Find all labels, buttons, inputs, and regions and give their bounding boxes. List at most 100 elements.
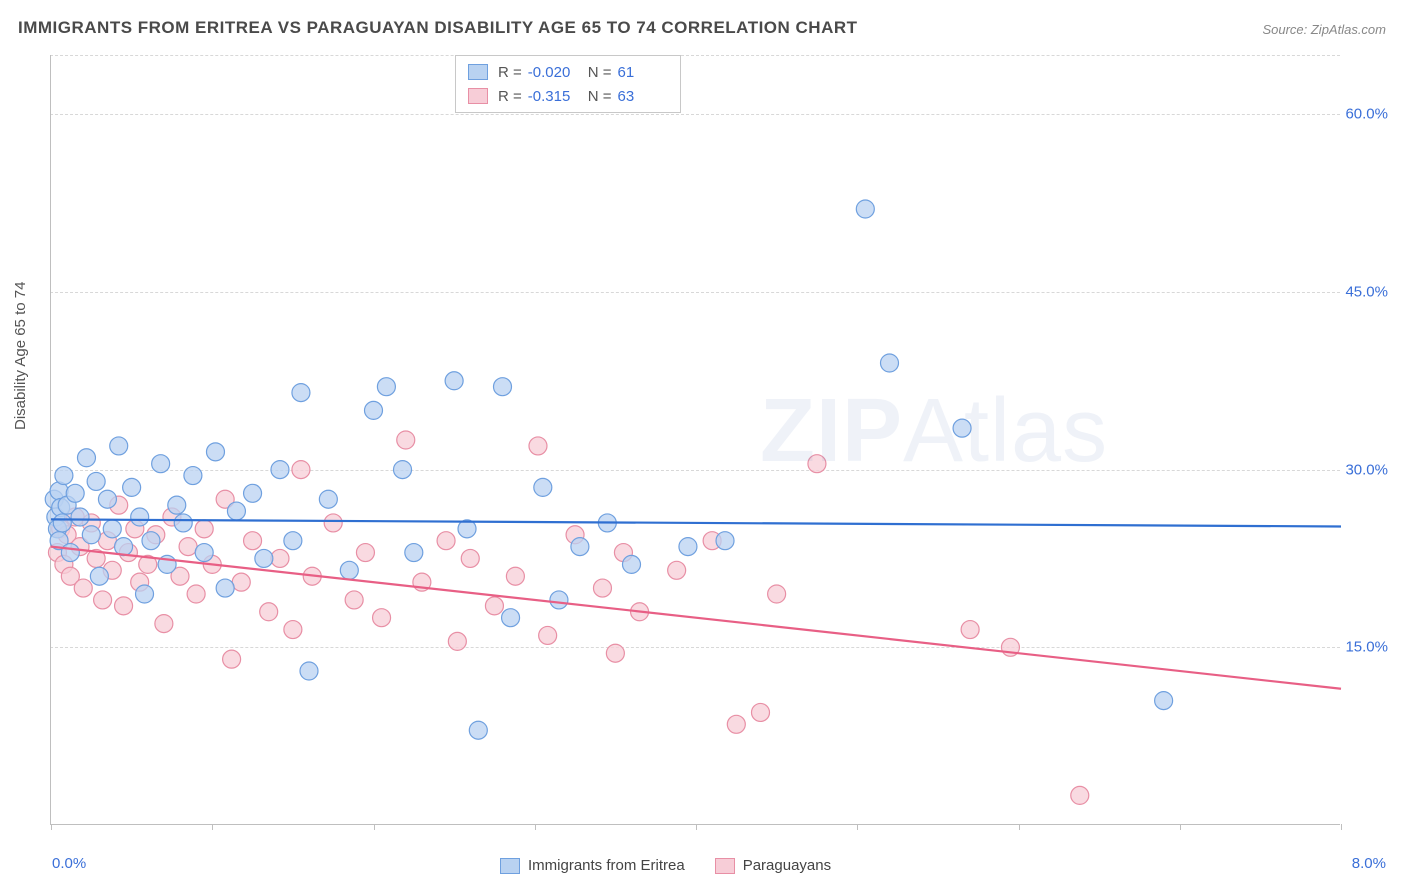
data-point xyxy=(292,384,310,402)
data-point xyxy=(244,484,262,502)
x-tick xyxy=(857,824,858,830)
legend-label-1: Paraguayans xyxy=(743,857,831,874)
data-point xyxy=(223,650,241,668)
data-point xyxy=(340,561,358,579)
legend-item-0: Immigrants from Eritrea xyxy=(500,857,685,874)
data-point xyxy=(227,502,245,520)
data-point xyxy=(539,626,557,644)
n-label: N = xyxy=(588,88,612,105)
data-point xyxy=(623,555,641,573)
x-tick xyxy=(1019,824,1020,830)
data-point xyxy=(71,508,89,526)
data-point xyxy=(365,401,383,419)
data-point xyxy=(445,372,463,390)
data-point xyxy=(593,579,611,597)
trend-line xyxy=(51,519,1341,526)
x-tick xyxy=(1341,824,1342,830)
stats-legend: R = -0.020 N = 61 R = -0.315 N = 63 xyxy=(455,55,681,113)
data-point xyxy=(87,472,105,490)
data-point xyxy=(529,437,547,455)
data-point xyxy=(284,532,302,550)
legend-label-0: Immigrants from Eritrea xyxy=(528,857,685,874)
y-axis-label: Disability Age 65 to 74 xyxy=(12,282,29,430)
data-point xyxy=(405,544,423,562)
data-point xyxy=(571,538,589,556)
data-point xyxy=(82,526,100,544)
scatter-svg xyxy=(51,55,1340,824)
x-tick xyxy=(1180,824,1181,830)
data-point xyxy=(53,514,71,532)
data-point xyxy=(110,437,128,455)
data-point xyxy=(373,609,391,627)
legend-item-1: Paraguayans xyxy=(715,857,831,874)
data-point xyxy=(292,461,310,479)
x-tick xyxy=(696,824,697,830)
data-point xyxy=(606,644,624,662)
y-tick-label: 30.0% xyxy=(1345,461,1388,478)
stats-row-series-0: R = -0.020 N = 61 xyxy=(468,60,668,84)
data-point xyxy=(115,597,133,615)
data-point xyxy=(502,609,520,627)
source-attribution: Source: ZipAtlas.com xyxy=(1262,22,1386,37)
x-tick xyxy=(51,824,52,830)
trend-line xyxy=(51,547,1341,689)
data-point xyxy=(131,508,149,526)
data-point xyxy=(168,496,186,514)
data-point xyxy=(668,561,686,579)
stats-row-series-1: R = -0.315 N = 63 xyxy=(468,84,668,108)
data-point xyxy=(98,490,116,508)
plot-area xyxy=(50,55,1340,825)
n-value-0: 61 xyxy=(618,64,668,81)
r-label: R = xyxy=(498,88,522,105)
y-tick-label: 15.0% xyxy=(1345,639,1388,656)
data-point xyxy=(136,585,154,603)
data-point xyxy=(437,532,455,550)
series-legend: Immigrants from Eritrea Paraguayans xyxy=(500,857,831,874)
swatch-series-1 xyxy=(468,88,488,104)
data-point xyxy=(716,532,734,550)
data-point xyxy=(66,484,84,502)
swatch-series-0 xyxy=(468,64,488,80)
data-point xyxy=(232,573,250,591)
x-tick xyxy=(212,824,213,830)
source-prefix: Source: xyxy=(1262,22,1310,37)
data-point xyxy=(142,532,160,550)
data-point xyxy=(461,549,479,567)
chart-title: IMMIGRANTS FROM ERITREA VS PARAGUAYAN DI… xyxy=(18,18,858,38)
data-point xyxy=(319,490,337,508)
data-point xyxy=(324,514,342,532)
data-point xyxy=(74,579,92,597)
source-name: ZipAtlas.com xyxy=(1311,22,1386,37)
data-point xyxy=(881,354,899,372)
data-point xyxy=(174,514,192,532)
r-label: R = xyxy=(498,64,522,81)
data-point xyxy=(77,449,95,467)
data-point xyxy=(61,544,79,562)
data-point xyxy=(494,378,512,396)
data-point xyxy=(469,721,487,739)
data-point xyxy=(271,549,289,567)
x-tick xyxy=(374,824,375,830)
data-point xyxy=(179,538,197,556)
data-point xyxy=(752,703,770,721)
data-point xyxy=(356,544,374,562)
y-tick-label: 60.0% xyxy=(1345,106,1388,123)
data-point xyxy=(260,603,278,621)
data-point xyxy=(271,461,289,479)
data-point xyxy=(244,532,262,550)
data-point xyxy=(485,597,503,615)
data-point xyxy=(184,467,202,485)
r-value-1: -0.315 xyxy=(528,88,578,105)
legend-swatch-0 xyxy=(500,858,520,874)
data-point xyxy=(448,632,466,650)
n-value-1: 63 xyxy=(618,88,668,105)
data-point xyxy=(300,662,318,680)
r-value-0: -0.020 xyxy=(528,64,578,81)
data-point xyxy=(534,478,552,496)
data-point xyxy=(506,567,524,585)
data-point xyxy=(195,544,213,562)
data-point xyxy=(768,585,786,603)
data-point xyxy=(103,520,121,538)
data-point xyxy=(808,455,826,473)
data-point xyxy=(1071,786,1089,804)
